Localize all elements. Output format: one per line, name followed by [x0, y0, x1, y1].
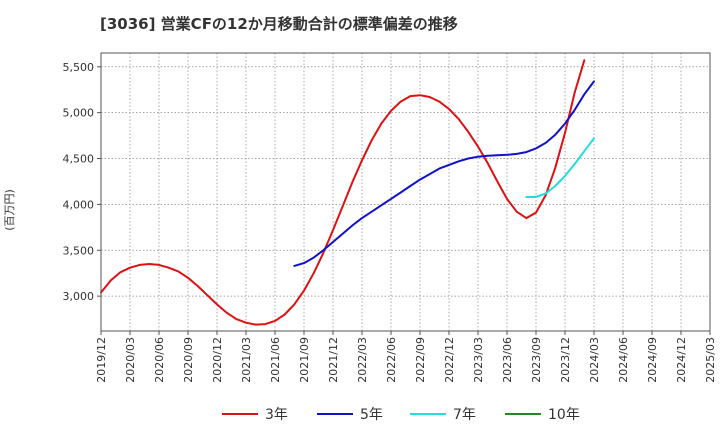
x-tick-label: 2022/03: [356, 337, 369, 383]
x-ticks: 2019/12 2020/03 2020/06 2020/09 2020/12 2021/…: [95, 331, 717, 383]
x-tick-label: 2021/06: [269, 337, 282, 383]
legend-item: 10年: [505, 407, 580, 423]
series-line-0: [100, 59, 586, 326]
x-tick-label: 2023/12: [559, 337, 572, 383]
x-tick-label: 2022/09: [414, 337, 427, 383]
x-tick-label: 2024/06: [617, 337, 630, 383]
chart-title: [3036] 営業CFの12か月移動合計の標準偏差の推移: [100, 15, 458, 33]
y-tick-label: 5,500: [63, 61, 95, 74]
x-tick-label: 2023/06: [501, 337, 514, 383]
series-line-1: [293, 80, 595, 267]
x-tick-label: 2020/03: [124, 337, 137, 383]
legend-label: 5年: [360, 407, 383, 423]
x-tick-label: 2023/03: [472, 337, 485, 383]
y-tick-label: 3,500: [63, 244, 95, 257]
grid: [101, 53, 710, 331]
legend-label: 3年: [265, 407, 288, 423]
x-tick-label: 2025/03: [704, 337, 717, 383]
x-tick-label: 2022/12: [443, 337, 456, 383]
x-tick-label: 2021/03: [240, 337, 253, 383]
legend: 3年 5年 7年 10年: [222, 407, 580, 423]
x-tick-label: 2020/06: [153, 337, 166, 383]
y-tick-label: 4,000: [63, 198, 95, 211]
legend-label: 10年: [548, 407, 580, 423]
x-tick-label: 2020/09: [182, 337, 195, 383]
y-ticks: 3,000 3,500 4,000 4,500 5,000 5,500: [63, 61, 101, 303]
x-tick-label: 2024/12: [675, 337, 688, 383]
series-layer: [100, 59, 595, 326]
y-tick-label: 4,500: [63, 153, 95, 166]
x-tick-label: 2024/09: [646, 337, 659, 383]
plot-frame: [100, 52, 711, 332]
y-tick-label: 3,000: [63, 290, 95, 303]
series-line-2: [525, 137, 595, 198]
x-tick-label: 2020/12: [211, 337, 224, 383]
x-tick-label: 2019/12: [95, 337, 108, 383]
x-tick-label: 2023/09: [530, 337, 543, 383]
x-tick-label: 2024/03: [588, 337, 601, 383]
legend-item: 3年: [222, 407, 288, 423]
legend-item: 5年: [317, 407, 383, 423]
legend-item: 7年: [410, 407, 476, 423]
x-tick-label: 2021/09: [298, 337, 311, 383]
x-tick-label: 2021/12: [327, 337, 340, 383]
legend-label: 7年: [453, 407, 476, 423]
x-tick-label: 2022/06: [385, 337, 398, 383]
y-tick-label: 5,000: [63, 107, 95, 120]
